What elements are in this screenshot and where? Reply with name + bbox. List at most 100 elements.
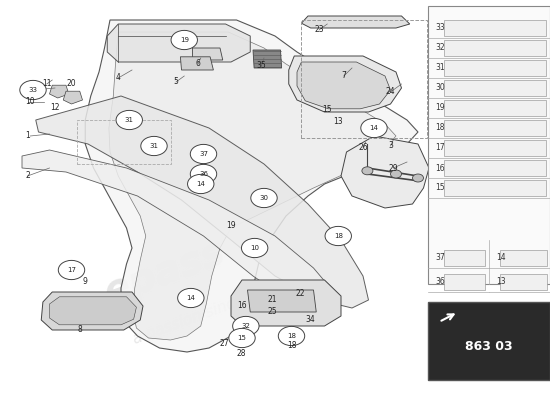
Text: 30: 30 bbox=[435, 84, 445, 92]
Text: 12: 12 bbox=[50, 104, 60, 112]
Bar bbox=[444, 20, 546, 36]
Text: 23: 23 bbox=[314, 26, 324, 34]
Text: 15: 15 bbox=[322, 106, 332, 114]
Text: 30: 30 bbox=[260, 195, 268, 201]
Bar bbox=[444, 274, 485, 290]
Text: 18: 18 bbox=[287, 342, 296, 350]
Circle shape bbox=[190, 164, 217, 184]
Text: 10: 10 bbox=[25, 98, 35, 106]
Bar bbox=[428, 302, 550, 380]
Circle shape bbox=[412, 174, 424, 182]
Circle shape bbox=[20, 80, 46, 100]
Circle shape bbox=[241, 238, 268, 258]
Text: 19: 19 bbox=[435, 104, 444, 112]
Bar bbox=[444, 120, 546, 136]
Text: 31: 31 bbox=[125, 117, 134, 123]
Text: 35: 35 bbox=[256, 62, 266, 70]
Bar bbox=[428, 6, 550, 284]
Polygon shape bbox=[50, 85, 69, 98]
Text: 6: 6 bbox=[196, 60, 200, 68]
Text: 14: 14 bbox=[186, 295, 195, 301]
Circle shape bbox=[190, 144, 217, 164]
Text: 33: 33 bbox=[29, 87, 37, 93]
Polygon shape bbox=[231, 280, 341, 326]
Circle shape bbox=[178, 288, 204, 308]
Polygon shape bbox=[50, 297, 136, 325]
Text: 14: 14 bbox=[196, 181, 205, 187]
Text: 36: 36 bbox=[435, 278, 445, 286]
Text: 26: 26 bbox=[358, 144, 368, 152]
Bar bbox=[444, 60, 546, 76]
Polygon shape bbox=[85, 20, 418, 352]
Text: 32: 32 bbox=[241, 323, 250, 329]
Text: 29: 29 bbox=[388, 164, 398, 172]
Circle shape bbox=[58, 260, 85, 280]
Text: 13: 13 bbox=[496, 278, 506, 286]
Bar bbox=[444, 80, 546, 96]
Text: 17: 17 bbox=[435, 144, 444, 152]
Bar bbox=[444, 100, 546, 116]
Text: 18: 18 bbox=[287, 333, 296, 339]
Text: 8: 8 bbox=[78, 326, 82, 334]
Bar bbox=[500, 250, 547, 266]
Polygon shape bbox=[107, 24, 250, 62]
Polygon shape bbox=[341, 136, 429, 208]
Text: epass: epass bbox=[99, 232, 231, 312]
Polygon shape bbox=[109, 32, 396, 340]
Circle shape bbox=[390, 170, 402, 178]
Circle shape bbox=[141, 136, 167, 156]
Text: 19: 19 bbox=[180, 37, 189, 43]
Polygon shape bbox=[301, 16, 410, 28]
Text: 15: 15 bbox=[238, 335, 246, 341]
Bar bbox=[500, 274, 547, 290]
Text: 24: 24 bbox=[386, 88, 395, 96]
Text: 31: 31 bbox=[435, 64, 444, 72]
Text: 37: 37 bbox=[199, 151, 208, 157]
Text: 18: 18 bbox=[435, 124, 444, 132]
Text: 15: 15 bbox=[435, 184, 444, 192]
Text: 34: 34 bbox=[306, 316, 316, 324]
Bar bbox=[444, 250, 485, 266]
Text: 17: 17 bbox=[67, 267, 76, 273]
Polygon shape bbox=[22, 150, 336, 308]
Circle shape bbox=[188, 174, 214, 194]
Text: 14: 14 bbox=[370, 125, 378, 131]
Polygon shape bbox=[63, 91, 82, 104]
Text: 33: 33 bbox=[435, 24, 445, 32]
Text: 16: 16 bbox=[435, 164, 444, 172]
Text: 19: 19 bbox=[226, 222, 236, 230]
Polygon shape bbox=[289, 56, 402, 112]
Text: 37: 37 bbox=[435, 254, 445, 262]
Text: 31: 31 bbox=[150, 143, 158, 149]
Text: 4: 4 bbox=[116, 74, 120, 82]
Text: 21: 21 bbox=[267, 296, 277, 304]
Bar bbox=[301, 20, 427, 138]
Text: 22: 22 bbox=[295, 290, 305, 298]
Text: 36: 36 bbox=[199, 171, 208, 177]
Text: 28: 28 bbox=[236, 350, 246, 358]
Bar bbox=[444, 40, 546, 56]
Text: 10: 10 bbox=[250, 245, 259, 251]
Circle shape bbox=[362, 167, 373, 175]
Circle shape bbox=[116, 110, 142, 130]
Text: 863 03: 863 03 bbox=[465, 340, 513, 352]
Polygon shape bbox=[36, 96, 368, 308]
Text: 3: 3 bbox=[388, 142, 393, 150]
Text: 27: 27 bbox=[219, 340, 229, 348]
Text: 11: 11 bbox=[42, 80, 52, 88]
Circle shape bbox=[229, 328, 255, 348]
Bar bbox=[444, 140, 546, 156]
Text: a passion since 1985: a passion since 1985 bbox=[131, 278, 287, 346]
Text: 2: 2 bbox=[25, 172, 30, 180]
Circle shape bbox=[278, 326, 305, 346]
Bar bbox=[444, 160, 546, 176]
Polygon shape bbox=[192, 48, 223, 60]
Text: 1: 1 bbox=[25, 132, 30, 140]
Text: 13: 13 bbox=[333, 118, 343, 126]
Bar bbox=[77, 120, 170, 164]
Text: 18: 18 bbox=[334, 233, 343, 239]
Text: 9: 9 bbox=[83, 278, 87, 286]
Polygon shape bbox=[248, 290, 316, 312]
Polygon shape bbox=[253, 50, 282, 68]
Text: 5: 5 bbox=[174, 78, 178, 86]
